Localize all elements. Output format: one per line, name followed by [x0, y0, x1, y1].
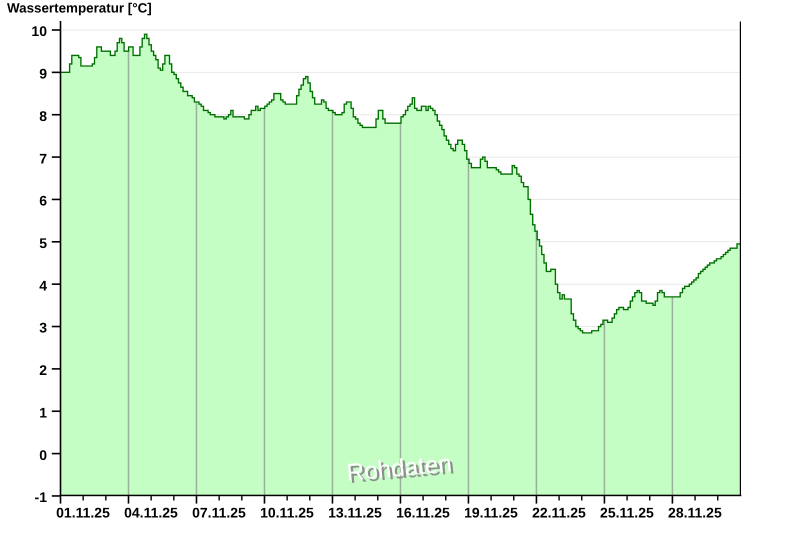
svg-text:-1: -1 [35, 489, 48, 505]
svg-text:Wassertemperatur [°C]: Wassertemperatur [°C] [7, 1, 152, 16]
svg-text:2: 2 [39, 362, 47, 378]
svg-text:16.11.25: 16.11.25 [396, 505, 450, 521]
svg-text:6: 6 [39, 193, 47, 209]
svg-text:07.11.25: 07.11.25 [192, 505, 246, 521]
svg-text:0: 0 [39, 447, 47, 463]
svg-text:22.11.25: 22.11.25 [532, 505, 586, 521]
svg-text:1: 1 [39, 404, 47, 420]
svg-text:5: 5 [39, 235, 47, 251]
svg-text:28.11.25: 28.11.25 [668, 505, 722, 521]
svg-text:4: 4 [39, 277, 47, 293]
svg-text:04.11.25: 04.11.25 [124, 505, 178, 521]
svg-text:10.11.25: 10.11.25 [260, 505, 314, 521]
svg-text:13.11.25: 13.11.25 [328, 505, 382, 521]
svg-text:19.11.25: 19.11.25 [464, 505, 518, 521]
svg-text:7: 7 [39, 150, 47, 166]
svg-text:01.11.25: 01.11.25 [56, 505, 110, 521]
svg-text:3: 3 [39, 320, 47, 336]
svg-text:10: 10 [31, 23, 47, 39]
svg-text:25.11.25: 25.11.25 [600, 505, 654, 521]
svg-text:8: 8 [39, 108, 47, 124]
svg-text:9: 9 [39, 66, 47, 82]
